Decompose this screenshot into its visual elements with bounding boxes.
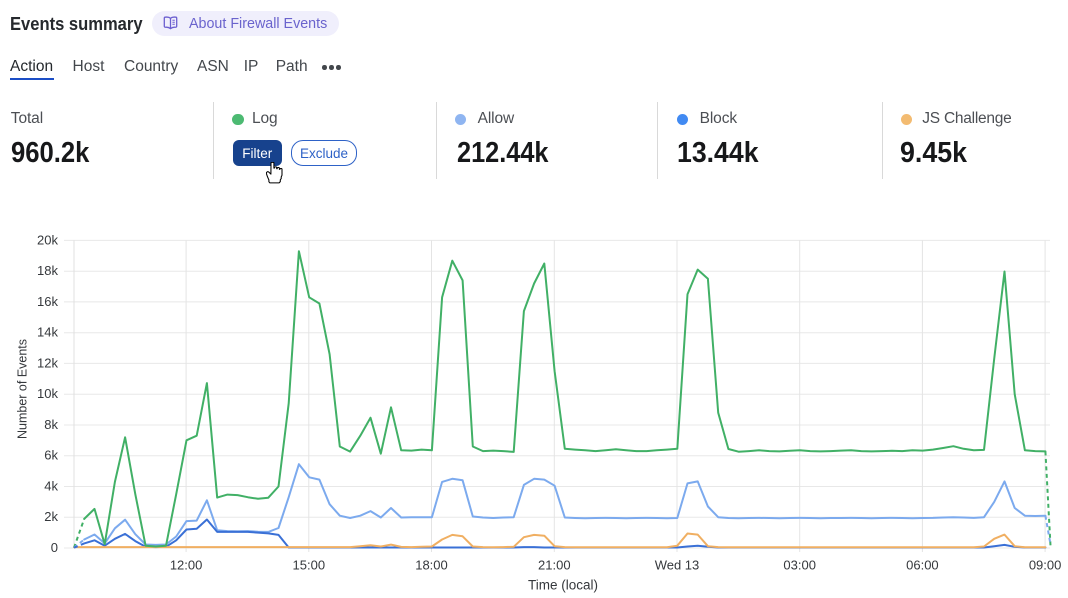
svg-text:03:00: 03:00 (783, 558, 816, 573)
svg-text:18k: 18k (37, 263, 58, 278)
svg-text:14k: 14k (37, 325, 58, 340)
svg-text:8k: 8k (44, 417, 58, 432)
svg-text:12:00: 12:00 (170, 558, 203, 573)
svg-text:06:00: 06:00 (906, 558, 939, 573)
svg-text:0: 0 (51, 540, 58, 555)
svg-text:20k: 20k (37, 232, 58, 247)
svg-text:18:00: 18:00 (415, 558, 448, 573)
svg-text:12k: 12k (37, 355, 58, 370)
svg-text:21:00: 21:00 (538, 558, 571, 573)
svg-text:6k: 6k (44, 448, 58, 463)
svg-text:2k: 2k (44, 509, 58, 524)
svg-text:Time (local): Time (local) (528, 578, 598, 593)
svg-text:Number of Events: Number of Events (16, 339, 30, 439)
svg-text:10k: 10k (37, 386, 58, 401)
svg-text:4k: 4k (44, 479, 58, 494)
svg-text:09:00: 09:00 (1029, 558, 1062, 573)
svg-text:Wed 13: Wed 13 (655, 558, 700, 573)
svg-text:16k: 16k (37, 294, 58, 309)
svg-text:15:00: 15:00 (293, 558, 326, 573)
